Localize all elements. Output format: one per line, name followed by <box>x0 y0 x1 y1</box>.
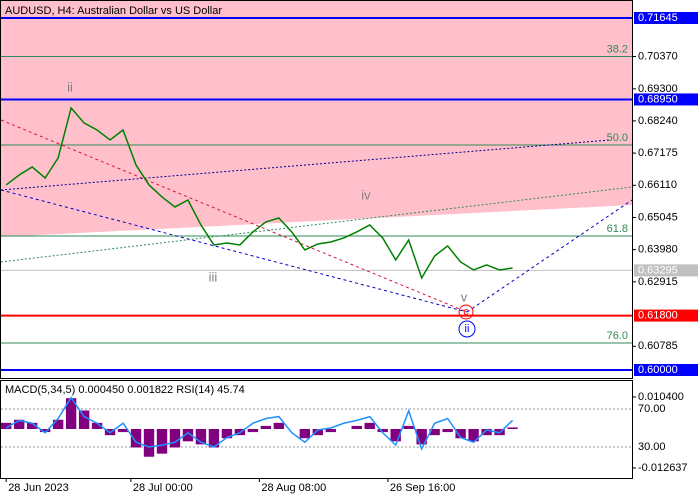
fib-label: 76.0 <box>607 330 628 342</box>
macd-bar <box>91 422 103 429</box>
channel <box>0 119 468 313</box>
y-tick-label: 0.66110 <box>638 179 677 191</box>
y-tick-label: 0.70370 <box>638 50 678 62</box>
macd-bar <box>273 422 285 429</box>
price-line <box>5 396 514 451</box>
macd-bar <box>195 429 207 445</box>
fib-label: 50.0 <box>607 132 628 144</box>
level-box <box>634 309 698 322</box>
y-tick-label: 0.62915 <box>638 276 678 288</box>
x-tick-label: 28 Aug 08:00 <box>261 482 326 494</box>
level-label: 0.68950 <box>638 93 678 105</box>
level-box <box>634 363 698 376</box>
level-box <box>634 11 698 24</box>
wave-circle <box>458 320 476 338</box>
level-label: 0.71645 <box>638 12 678 24</box>
level-label: 0.61800 <box>638 309 678 321</box>
y-tick-label: 0.67175 <box>638 147 678 159</box>
level-label: 0.60000 <box>638 364 678 376</box>
macd-bar <box>364 422 375 429</box>
channel <box>0 186 633 263</box>
y-tick-label: 0.69300 <box>638 83 678 95</box>
y-tick-label: 0.68240 <box>638 115 678 127</box>
wave-circle <box>458 304 474 320</box>
macd-bar <box>481 429 492 436</box>
macd-bar <box>390 429 401 442</box>
macd-bar <box>65 398 77 429</box>
level-box <box>634 264 698 277</box>
macd-bar <box>26 422 38 429</box>
macd-bar <box>247 429 259 433</box>
y2-tick-label: 70.00 <box>638 403 666 415</box>
x-tick-label: 26 Sep 16:00 <box>390 482 455 494</box>
zone <box>1 1 632 237</box>
wave-label: c <box>463 306 469 318</box>
y-tick-label: 0.63980 <box>638 244 678 256</box>
macd-bar <box>260 425 272 429</box>
macd-bar <box>416 429 427 445</box>
fib-label: 61.8 <box>607 223 628 235</box>
macd-bar <box>182 429 194 442</box>
x-tick-label: 28 Jul 00:00 <box>133 482 193 494</box>
wave-label: ii <box>67 79 73 94</box>
macd-bar <box>1 422 12 429</box>
indicator-title: MACD(5,34,5) 0.000450 0.001822 RSI(14) 4… <box>5 384 245 396</box>
channel <box>0 189 468 313</box>
indicator-frame <box>0 380 633 479</box>
wave-label: ii <box>465 323 470 335</box>
macd-bar <box>507 427 518 429</box>
x-tick-label: 28 Jun 2023 <box>8 482 69 494</box>
macd-bar <box>429 429 440 436</box>
level-box <box>634 93 698 106</box>
wave-label: v <box>461 289 468 304</box>
macd-bar <box>130 429 142 448</box>
macd-bar <box>377 429 388 433</box>
macd-bar <box>221 429 233 439</box>
macd-bar <box>325 429 336 433</box>
main-frame <box>0 0 633 379</box>
macd-bar <box>442 429 453 433</box>
macd-bar <box>78 410 90 429</box>
wave-label: iv <box>361 187 371 202</box>
macd-bar <box>403 425 414 429</box>
macd-bar <box>312 429 323 436</box>
macd-bar <box>208 429 220 448</box>
macd-bar <box>455 429 466 439</box>
macd-bar <box>117 429 129 433</box>
macd-bar <box>468 429 479 442</box>
macd-bar <box>13 419 25 429</box>
level-label: 0.63295 <box>638 264 678 276</box>
macd-bar <box>299 429 311 439</box>
macd-bar <box>52 419 64 429</box>
y-tick-label: 0.010400 <box>638 391 684 403</box>
channel <box>0 139 611 191</box>
wave-label: iii <box>209 269 218 284</box>
macd-bar <box>143 429 155 457</box>
y-tick-label: 0.65045 <box>638 211 678 223</box>
price-line <box>5 106 513 280</box>
macd-bar <box>39 429 51 433</box>
macd-bar <box>351 425 362 429</box>
y-tick-label: 0.60785 <box>638 340 678 352</box>
macd-bar <box>169 429 181 448</box>
fib-label: 38.2 <box>607 43 628 55</box>
y2-tick-label: 30.00 <box>638 441 666 453</box>
y-tick-label: -0.012637 <box>638 462 688 474</box>
macd-bar <box>156 429 168 454</box>
chart-title: AUDUSD, H4: Australian Dollar vs US Doll… <box>5 5 222 17</box>
